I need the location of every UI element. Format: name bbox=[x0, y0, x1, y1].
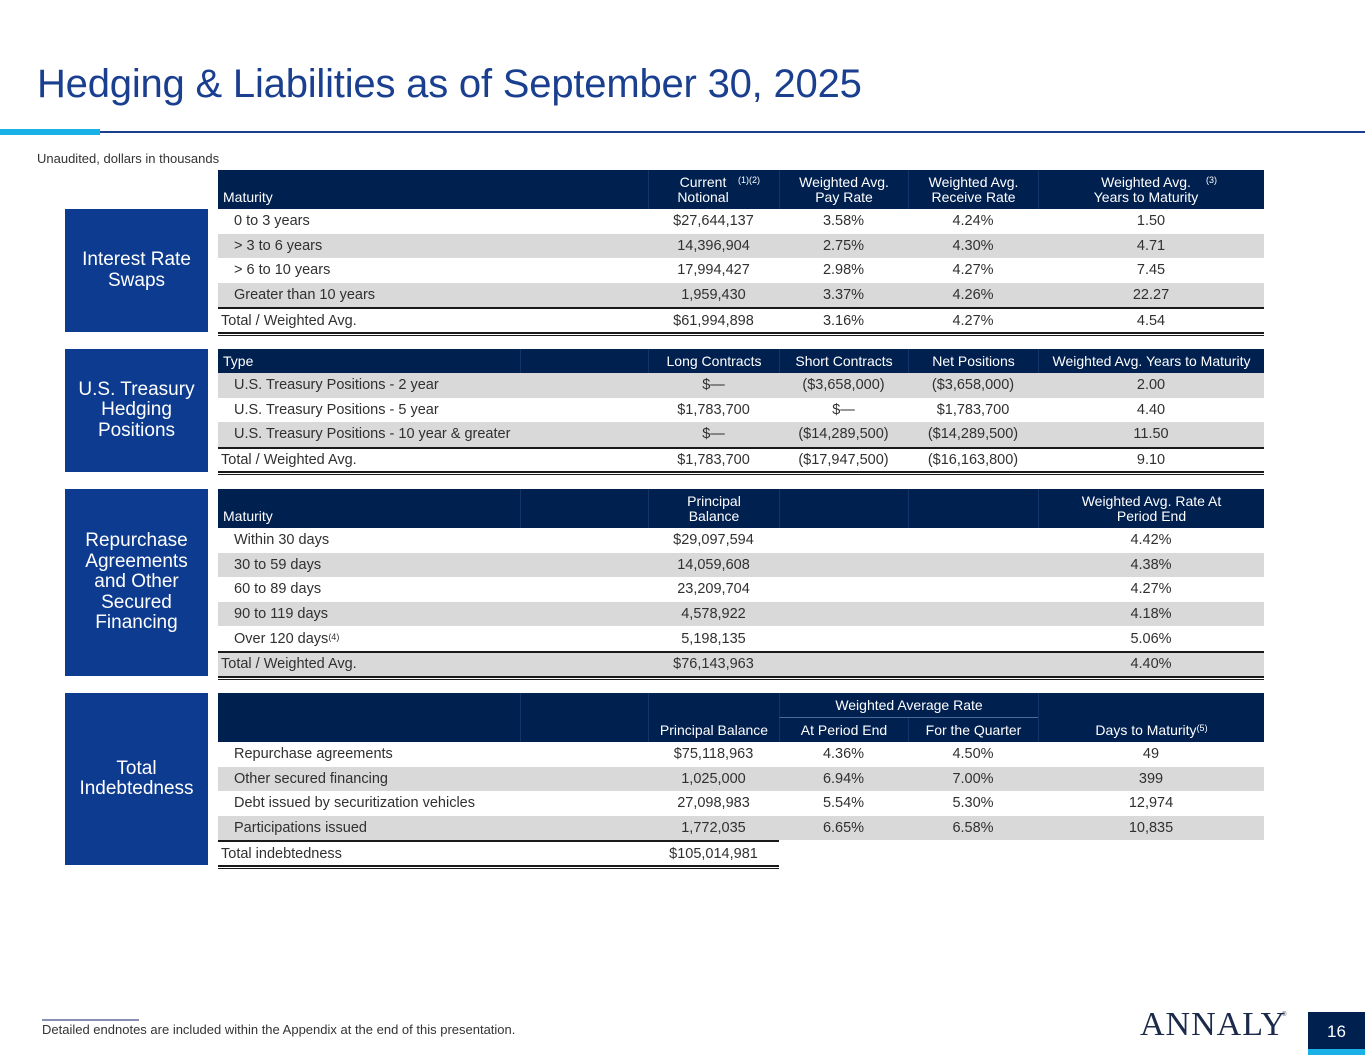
table-header: Maturity Principal Balance Weighted Avg.… bbox=[218, 489, 1264, 528]
table-row: 30 to 59 days 14,059,608 4.38% bbox=[218, 552, 1264, 578]
footnote-text: Detailed endnotes are included within th… bbox=[42, 1022, 516, 1037]
page-number-accent bbox=[1308, 1049, 1365, 1055]
table-row: Repurchase agreements $75,118,963 4.36% … bbox=[234, 746, 1160, 763]
page-number: 16 bbox=[1327, 1022, 1346, 1041]
table-row: U.S. Treasury Positions - 10 year & grea… bbox=[218, 422, 1264, 447]
header-years-to-maturity: Weighted Avg. Years to Maturity(3) bbox=[1038, 170, 1264, 209]
header-short-contracts: Short Contracts bbox=[779, 349, 908, 373]
total-row: Total / Weighted Avg. $61,994,898 3.16% … bbox=[218, 307, 1264, 332]
table-row: > 6 to 10 years 17,994,427 2.98% 4.27% 7… bbox=[234, 262, 1166, 279]
header-net-positions: Net Positions bbox=[908, 349, 1038, 373]
table-row: 60 to 89 days 23,209,704 4.27% bbox=[234, 581, 1172, 598]
table-row: Other secured financing 1,025,000 6.94% … bbox=[218, 766, 1264, 792]
table-header: Principal Balance Weighted Average Rate … bbox=[218, 693, 1264, 742]
header-years-to-maturity: Weighted Avg. Years to Maturity bbox=[1038, 349, 1264, 373]
table-header: Maturity Current Notional(1)(2) Weighted… bbox=[218, 170, 1264, 209]
header-principal-balance: Principal Balance bbox=[648, 693, 779, 742]
table-row: Participations issued 1,772,035 6.65% 6.… bbox=[218, 815, 1264, 841]
total-row: Total / Weighted Avg. $1,783,700 ($17,94… bbox=[218, 446, 1264, 472]
section-label-treasury-hedging: U.S. Treasury Hedging Positions bbox=[65, 349, 208, 472]
double-underline bbox=[218, 675, 1264, 680]
header-maturity: Maturity bbox=[223, 508, 273, 524]
table-row: Within 30 days $29,097,594 4.42% bbox=[234, 532, 1172, 549]
header-weighted-average-rate-group: Weighted Average Rate bbox=[779, 693, 1038, 718]
header-long-contracts: Long Contracts bbox=[648, 349, 779, 373]
table-row: Debt issued by securitization vehicles 2… bbox=[234, 795, 1174, 812]
table-row: U.S. Treasury Positions - 5 year $1,783,… bbox=[234, 401, 1166, 418]
total-indebtedness-table: Principal Balance Weighted Average Rate … bbox=[218, 693, 1264, 869]
double-underline bbox=[218, 864, 779, 869]
double-underline bbox=[218, 331, 1264, 336]
header-for-the-quarter: For the Quarter bbox=[908, 718, 1038, 742]
header-at-period-end: At Period End bbox=[779, 718, 908, 742]
footnote-divider bbox=[42, 1019, 139, 1021]
repurchase-agreements-table: Maturity Principal Balance Weighted Avg.… bbox=[218, 489, 1264, 680]
header-type: Type bbox=[223, 353, 254, 369]
interest-rate-swaps-table: Maturity Current Notional(1)(2) Weighted… bbox=[218, 170, 1264, 336]
registered-mark: ® bbox=[1282, 1012, 1287, 1018]
table-row: > 3 to 6 years 14,396,904 2.75% 4.30% 4.… bbox=[218, 233, 1264, 259]
section-label-interest-rate-swaps: Interest Rate Swaps bbox=[65, 209, 208, 332]
header-weighted-avg-rate: Weighted Avg. Rate At Period End bbox=[1038, 489, 1264, 528]
total-row: Total indebtedness $105,014,981 bbox=[218, 840, 779, 865]
table-row: Over 120 days (4) 5,198,135 5.06% bbox=[234, 630, 1172, 647]
double-underline bbox=[218, 471, 1264, 476]
table-row: 0 to 3 years $27,644,137 3.58% 4.24% 1.5… bbox=[234, 213, 1166, 230]
section-label-repurchase-agreements: Repurchase Agreements and Other Secured … bbox=[65, 489, 208, 676]
header-days-to-maturity: Days to Maturity(5) bbox=[1038, 693, 1264, 742]
table-row: 90 to 119 days 4,578,922 4.18% bbox=[218, 601, 1264, 627]
title-accent-bar bbox=[0, 129, 100, 135]
header-current-notional: Current Notional(1)(2) bbox=[648, 170, 779, 209]
page-number-box: 16 bbox=[1308, 1012, 1365, 1055]
subtitle-note: Unaudited, dollars in thousands bbox=[37, 151, 220, 166]
table-header: Type Long Contracts Short Contracts Net … bbox=[218, 349, 1264, 373]
section-label-total-indebtedness: Total Indebtedness bbox=[65, 693, 208, 865]
table-row: Greater than 10 years 1,959,430 3.37% 4.… bbox=[218, 282, 1264, 308]
annaly-logo: ANNALY bbox=[1140, 1006, 1287, 1043]
treasury-hedging-table: Type Long Contracts Short Contracts Net … bbox=[218, 349, 1264, 476]
table-row: U.S. Treasury Positions - 2 year $— ($3,… bbox=[218, 373, 1264, 398]
header-maturity: Maturity bbox=[223, 189, 273, 205]
header-principal-balance: Principal Balance bbox=[648, 489, 779, 528]
header-receive-rate: Weighted Avg. Receive Rate bbox=[908, 170, 1038, 209]
total-row: Total / Weighted Avg. $76,143,963 4.40% bbox=[218, 650, 1264, 676]
header-pay-rate: Weighted Avg. Pay Rate bbox=[779, 170, 908, 209]
title-divider bbox=[100, 131, 1365, 133]
page-title: Hedging & Liabilities as of September 30… bbox=[37, 62, 862, 106]
